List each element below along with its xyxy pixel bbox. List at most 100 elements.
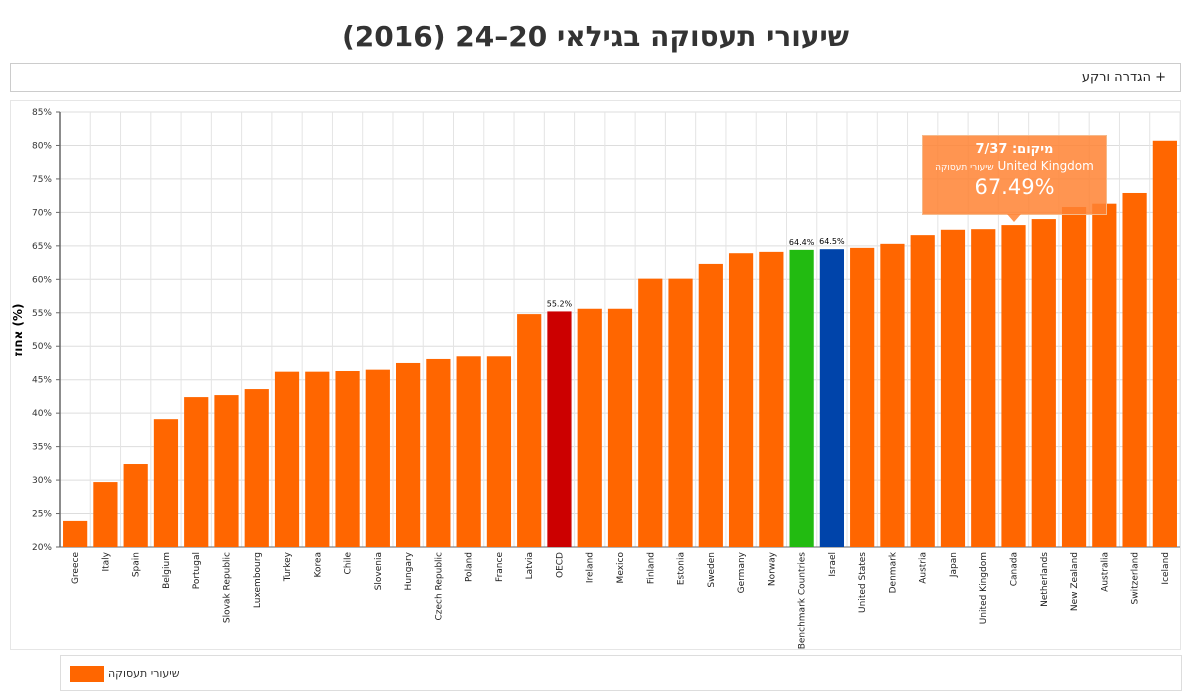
bar-poland[interactable] [456,356,481,547]
bar-benchmark-countries[interactable] [789,249,814,547]
x-tick-label: Greece [71,552,81,584]
x-tick-label: Latvia [525,552,535,579]
x-tick-label: Turkey [283,551,293,582]
x-tick-label: United States [858,552,868,613]
x-tick-label: Netherlands [1040,552,1050,607]
x-tick-label: Benchmark Countries [798,552,808,650]
y-tick-label: 80% [32,141,52,151]
tooltip-rank-value: 7/37 [975,142,1008,157]
bar-hungary[interactable] [396,362,421,547]
bar-luxembourg[interactable] [244,389,269,547]
x-tick-label: Switzerland [1131,552,1141,605]
tooltip-series: שיעורי תעסוקה [935,163,994,173]
bar-canada[interactable] [1001,225,1026,547]
x-tick-label: Ireland [586,552,596,583]
y-tick-label: 20% [32,543,52,553]
legend-label[interactable]: שיעורי תעסוקה [108,667,180,680]
y-tick-label: 55% [32,309,52,319]
bar-switzerland[interactable] [1122,192,1147,547]
legend: שיעורי תעסוקה [60,655,1182,691]
legend-swatch[interactable] [70,666,104,682]
y-tick-label: 45% [32,376,52,386]
page-title: שיעורי תעסוקה בגילאי 20–24 (2016) [342,20,849,53]
data-label: 55.2% [547,299,573,308]
bar-spain[interactable] [123,464,148,547]
bar-new-zealand[interactable] [1061,207,1087,547]
bar-greece[interactable] [63,520,88,547]
bar-austria[interactable] [910,235,935,547]
bar-slovenia[interactable] [365,369,390,547]
y-tick-label: 60% [32,275,52,285]
bar-turkey[interactable] [274,371,300,547]
x-tick-label: Luxembourg [253,552,263,608]
bar-belgium[interactable] [153,419,179,547]
x-tick-label: Finland [646,552,656,584]
x-tick-label: Sweden [707,552,717,588]
bar-netherlands[interactable] [1031,219,1056,548]
bar-australia[interactable] [1092,203,1117,547]
bar-czech-republic[interactable] [426,358,451,547]
bar-france[interactable] [486,356,512,547]
bar-united-states[interactable] [850,247,875,547]
y-tick-label: 25% [32,510,52,520]
bar-slovak-republic[interactable] [214,395,239,547]
y-tick-label: 65% [32,242,52,252]
bar-portugal[interactable] [184,397,209,547]
x-tick-label: Belgium [162,552,172,589]
x-tick-label: Canada [1010,552,1020,586]
bar-germany[interactable] [728,253,754,547]
y-axis-label: אחוז (%) [11,303,25,356]
x-tick-label: France [495,552,505,582]
bar-estonia[interactable] [668,278,693,547]
definition-toggle[interactable]: + הגדרה ורקע [1081,70,1166,85]
x-tick-label: Austria [919,552,929,584]
bar-japan[interactable] [940,229,966,548]
y-tick-label: 70% [32,208,52,218]
bar-iceland[interactable] [1152,140,1177,547]
x-tick-label: Iceland [1161,552,1171,585]
x-tick-label: Czech Republic [434,552,444,621]
tooltip-country: United Kingdom [997,159,1094,173]
x-tick-label: Norway [767,551,777,586]
y-tick-label: 50% [32,342,52,352]
x-tick-label: Estonia [677,552,687,585]
bar-oecd[interactable] [547,311,572,547]
bar-sweden[interactable] [698,263,723,547]
bar-united-kingdom[interactable] [971,229,996,547]
x-tick-label: Hungary [404,551,414,590]
bar-chile[interactable] [335,370,360,547]
x-tick-label: Portugal [192,552,202,589]
x-tick-label: Slovak Republic [222,552,232,623]
bar-denmark[interactable] [880,243,905,548]
y-tick-label: 40% [32,409,52,419]
x-tick-label: Chile [344,552,354,575]
chart-tooltip: מיקום: 7/37 שיעורי תעסוקה United Kingdom… [922,135,1107,222]
x-tick-label: Poland [465,552,475,582]
bar-israel[interactable] [819,249,844,547]
x-tick-label: OECD [555,552,565,578]
bar-latvia[interactable] [517,314,542,547]
bar-ireland[interactable] [577,308,602,547]
tooltip-rank-label: מיקום: [1011,142,1054,157]
y-tick-label: 35% [32,443,52,453]
y-tick-label: 75% [32,175,52,185]
x-tick-label: New Zealand [1070,552,1080,611]
definition-panel[interactable]: + הגדרה ורקע [10,63,1181,92]
bar-italy[interactable] [93,482,118,547]
y-tick-label: 30% [32,476,52,486]
x-tick-label: Slovenia [374,552,384,590]
x-tick-label: Denmark [888,551,898,593]
bar-norway[interactable] [759,251,784,547]
tooltip-arrow [1007,214,1021,222]
bar-mexico[interactable] [607,308,633,547]
x-tick-label: Mexico [616,552,626,584]
x-tick-label: United Kingdom [979,552,989,624]
x-tick-label: Korea [313,552,323,578]
x-tick-label: Israel [828,552,838,577]
tooltip-value: 67.49% [974,175,1055,199]
x-tick-label: Japan [949,552,959,578]
y-tick-label: 85% [32,108,52,118]
bar-finland[interactable] [638,278,663,547]
bar-korea[interactable] [305,371,330,547]
